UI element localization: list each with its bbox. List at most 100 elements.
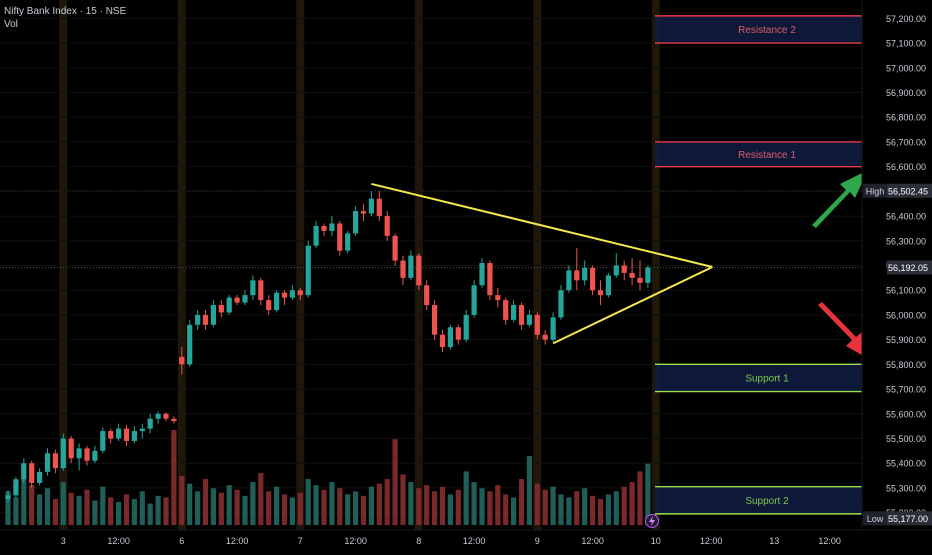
candle[interactable] <box>582 267 588 281</box>
candle[interactable] <box>495 295 501 301</box>
volume-bar[interactable] <box>147 503 153 525</box>
candle[interactable] <box>566 270 572 291</box>
candle[interactable] <box>163 413 169 419</box>
candle[interactable] <box>274 292 280 310</box>
volume-bar[interactable] <box>116 502 122 525</box>
volume-bar[interactable] <box>108 497 114 525</box>
volume-bar[interactable] <box>202 479 209 525</box>
candle[interactable] <box>471 285 477 315</box>
volume-bar[interactable] <box>550 486 556 525</box>
candle[interactable] <box>645 267 651 283</box>
volume-bar[interactable] <box>495 485 501 525</box>
volume-bar[interactable] <box>439 486 446 525</box>
candle[interactable] <box>400 260 406 278</box>
candle[interactable] <box>297 290 303 296</box>
trendline-lower[interactable] <box>552 266 713 345</box>
volume-bar[interactable] <box>44 488 51 525</box>
volume-bar[interactable] <box>21 479 27 525</box>
volume-bar[interactable] <box>29 485 35 525</box>
candle[interactable] <box>360 211 367 214</box>
candle[interactable] <box>171 418 177 422</box>
volume-bar[interactable] <box>195 491 201 525</box>
candle[interactable] <box>526 314 532 325</box>
resistance-zone-2[interactable]: Resistance 1 <box>655 141 879 168</box>
volume-bar[interactable] <box>234 489 240 525</box>
volume-bar[interactable] <box>274 486 280 525</box>
candle[interactable] <box>13 479 19 496</box>
volume-bar[interactable] <box>92 500 98 525</box>
volume-bar[interactable] <box>400 474 406 525</box>
candle[interactable] <box>313 225 319 246</box>
trendline-upper[interactable] <box>371 182 713 268</box>
candle[interactable] <box>424 285 430 306</box>
volume-bar[interactable] <box>345 494 351 525</box>
volume-bar[interactable] <box>258 472 264 525</box>
volume-bar[interactable] <box>5 491 11 525</box>
candle[interactable] <box>131 431 137 441</box>
candle[interactable] <box>116 428 122 439</box>
candle[interactable] <box>416 255 422 286</box>
volume-bar[interactable] <box>329 482 335 525</box>
volume-bar[interactable] <box>424 485 430 525</box>
candle[interactable] <box>384 216 390 236</box>
candle[interactable] <box>439 334 446 348</box>
volume-bar[interactable] <box>139 491 145 525</box>
volume-bar[interactable] <box>637 471 643 525</box>
candle[interactable] <box>621 265 627 273</box>
candle[interactable] <box>574 270 580 281</box>
volume-bar[interactable] <box>487 491 493 525</box>
volume-bar[interactable] <box>266 491 272 525</box>
candle[interactable] <box>21 463 27 480</box>
candle[interactable] <box>123 428 130 441</box>
volume-bar[interactable] <box>289 497 295 525</box>
candle[interactable] <box>487 263 493 296</box>
candle[interactable] <box>242 295 248 303</box>
volume-bar[interactable] <box>123 494 130 525</box>
volume-bar[interactable] <box>84 489 90 525</box>
volume-bar[interactable] <box>37 494 43 525</box>
candle[interactable] <box>613 265 619 276</box>
volume-bar[interactable] <box>281 494 288 525</box>
support-zone-3[interactable]: Support 1 <box>655 363 879 393</box>
volume-bar[interactable] <box>574 491 580 525</box>
candle[interactable] <box>392 235 398 261</box>
volume-bar[interactable] <box>558 494 564 525</box>
volume-bar[interactable] <box>503 494 509 525</box>
volume-bar[interactable] <box>155 495 161 525</box>
volume-bar[interactable] <box>179 475 185 525</box>
candle[interactable] <box>479 263 485 286</box>
volume-bar[interactable] <box>13 497 19 525</box>
volume-bar[interactable] <box>60 482 66 525</box>
candle[interactable] <box>408 255 414 278</box>
volume-bar[interactable] <box>321 489 327 525</box>
volume-bar[interactable] <box>582 488 588 525</box>
volume-bar[interactable] <box>187 483 193 525</box>
time-axis[interactable] <box>0 530 932 550</box>
volume-bar[interactable] <box>68 492 74 525</box>
candle[interactable] <box>5 495 11 500</box>
volume-bar[interactable] <box>242 495 248 525</box>
volume-bar[interactable] <box>218 492 224 525</box>
candle[interactable] <box>281 292 288 298</box>
volume-bar[interactable] <box>210 488 216 525</box>
candle[interactable] <box>511 305 517 320</box>
volume-bar[interactable] <box>131 498 137 525</box>
volume-bar[interactable] <box>605 494 611 525</box>
candle[interactable] <box>305 245 311 296</box>
candle[interactable] <box>376 198 382 217</box>
candle[interactable] <box>76 448 82 459</box>
candle[interactable] <box>558 290 564 318</box>
volume-bar[interactable] <box>353 491 359 525</box>
candle[interactable] <box>368 198 374 214</box>
candle[interactable] <box>179 356 185 365</box>
lightning-icon[interactable] <box>645 514 659 528</box>
volume-bar[interactable] <box>52 498 58 525</box>
volume-bar[interactable] <box>511 497 517 525</box>
candle[interactable] <box>226 297 232 313</box>
candle[interactable] <box>289 290 295 298</box>
candle[interactable] <box>455 327 461 340</box>
resistance-zone-1[interactable]: Resistance 2 <box>655 15 879 44</box>
candle[interactable] <box>321 225 327 231</box>
